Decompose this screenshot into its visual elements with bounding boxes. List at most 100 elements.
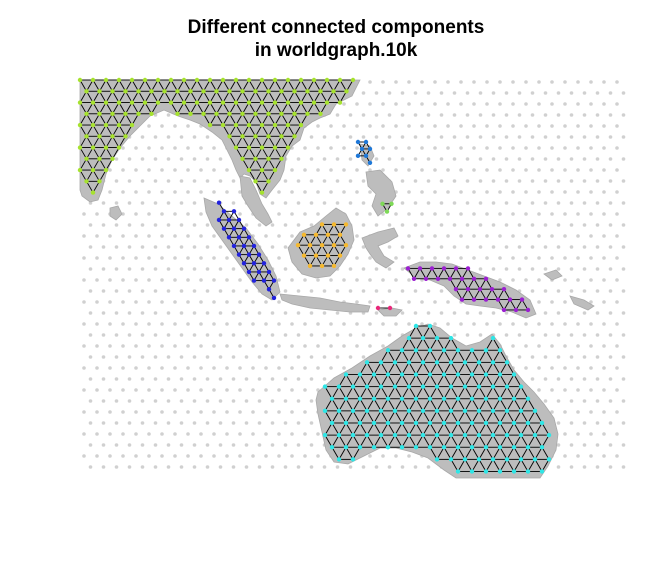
mainland-southeast-asia-node (181, 100, 187, 105)
mainland-southeast-asia-node (175, 111, 180, 116)
grid-node (452, 157, 457, 161)
australia-edge (359, 434, 368, 448)
australia-edge (534, 410, 543, 424)
sumatra-node (266, 287, 272, 292)
grid-node (199, 190, 203, 194)
grid-node (537, 190, 541, 194)
mainland-southeast-asia-node (110, 156, 115, 162)
grid-node (621, 157, 626, 161)
grid-node (569, 135, 574, 139)
grid-node (231, 289, 236, 293)
grid-node (478, 311, 483, 315)
grid-node (374, 465, 379, 469)
grid-node (426, 91, 431, 95)
australia-node (336, 457, 342, 462)
grid-node (407, 102, 411, 106)
grid-node (296, 289, 301, 293)
grid-node (491, 157, 496, 161)
borneo-node (337, 253, 343, 258)
grid-node (114, 223, 119, 227)
australia-node (476, 408, 482, 414)
new-guinea-node (507, 297, 513, 302)
grid-node (244, 355, 249, 359)
australia-edge (464, 362, 473, 375)
grid-node (621, 245, 626, 249)
grid-node (121, 344, 125, 348)
australia-node (420, 360, 426, 365)
grid-node (95, 212, 99, 216)
mainland-southeast-asia-node (305, 111, 310, 116)
grid-node (127, 201, 132, 205)
grid-node (524, 102, 528, 106)
grid-node (582, 223, 587, 227)
australia-edge (464, 410, 473, 424)
grid-node (420, 168, 424, 172)
grid-node (413, 465, 418, 469)
grid-node (134, 278, 138, 282)
grid-node (121, 322, 125, 326)
mainland-southeast-asia-node (285, 77, 291, 83)
grid-node (413, 157, 418, 161)
grid-node (537, 322, 541, 326)
australia-edge (478, 434, 487, 448)
grid-node (602, 454, 606, 458)
australia-edge (429, 374, 438, 387)
sumatra-node (231, 226, 237, 231)
australia-node (413, 348, 419, 353)
grid-node (205, 135, 210, 139)
sumatra-node (226, 235, 232, 240)
australia-edge (485, 459, 494, 472)
grid-node (459, 256, 463, 260)
mainland-southeast-asia-node (90, 77, 96, 83)
grid-node (556, 377, 561, 381)
australia-edge (422, 374, 431, 387)
grid-node (218, 157, 223, 161)
mainland-southeast-asia-node (97, 134, 102, 139)
australia-edge (415, 434, 424, 448)
australia-edge (429, 398, 438, 412)
australia-edge (457, 398, 466, 412)
grid-node (355, 124, 359, 128)
grid-node (420, 146, 424, 150)
grid-node (602, 168, 606, 172)
australia-node (378, 408, 384, 414)
mainland-southeast-asia-node (220, 100, 226, 105)
grid-node (238, 300, 242, 304)
grid-node (465, 311, 470, 315)
grid-node (335, 113, 340, 117)
grid-node (368, 300, 372, 304)
australia-node (392, 384, 398, 389)
grid-node (270, 443, 275, 447)
grid-node (420, 256, 424, 260)
borneo-node (295, 242, 301, 248)
grid-node (309, 399, 314, 403)
mainland-southeast-asia-node (116, 145, 122, 150)
australia-edge (464, 374, 473, 387)
grid-node (543, 91, 548, 95)
grid-node (147, 410, 151, 414)
mainland-southeast-asia-node (311, 77, 317, 83)
grid-node (582, 113, 587, 117)
grid-node (433, 102, 437, 106)
grid-node (615, 80, 619, 84)
grid-node (452, 223, 457, 227)
grid-node (238, 322, 242, 326)
borneo-node (307, 263, 313, 269)
australia-edge (513, 434, 522, 448)
grid-node (309, 201, 314, 205)
grid-node (582, 179, 587, 183)
grid-node (335, 311, 340, 315)
grid-node (420, 80, 424, 84)
grid-node (608, 377, 613, 381)
grid-node (160, 234, 164, 238)
grid-node (257, 355, 262, 359)
grid-node (563, 256, 567, 260)
grid-node (140, 421, 145, 425)
grid-node (459, 102, 463, 106)
australia-edge (429, 337, 438, 351)
grid-node (270, 201, 275, 205)
grid-node (439, 201, 444, 205)
australia-node (525, 445, 531, 450)
grid-node (114, 245, 119, 249)
australia-edge (499, 422, 508, 436)
